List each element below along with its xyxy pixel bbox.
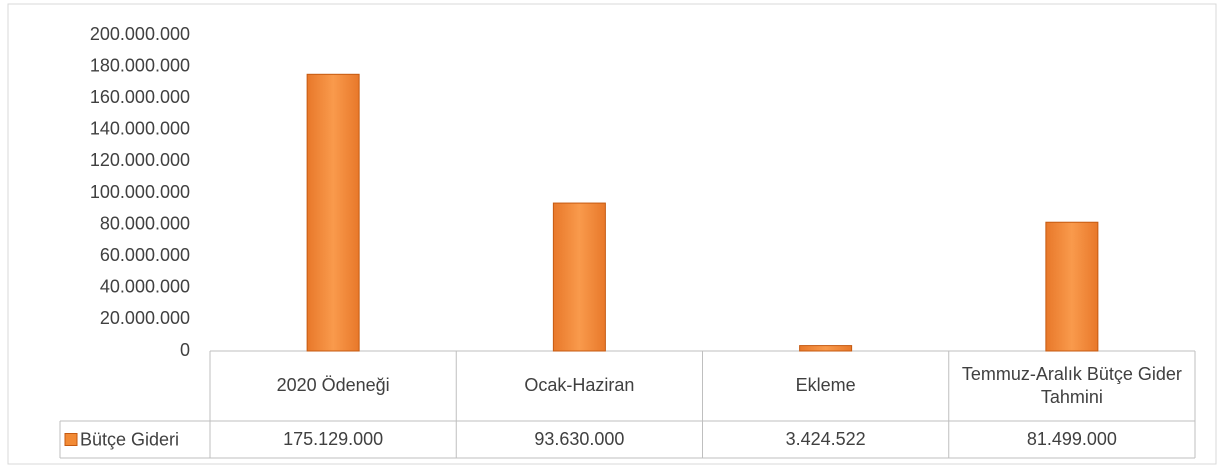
data-label-box: 93.630.000 xyxy=(534,428,625,449)
y-tick-label: 0 xyxy=(180,340,190,360)
data-label: 81.499.000 xyxy=(1026,428,1117,449)
x-category-label-box: Ocak-Haziran xyxy=(524,375,635,396)
bar xyxy=(306,73,360,352)
y-tick-label: 80.000.000 xyxy=(100,213,190,233)
x-category-label-box: 2020 Ödeneği xyxy=(276,375,390,396)
data-label-box: 175.129.000 xyxy=(283,428,384,449)
bar xyxy=(799,345,853,352)
x-category-label: Ocak-Haziran xyxy=(524,375,635,396)
y-tick-label: 200.000.000 xyxy=(90,24,190,44)
data-label-box: 81.499.000 xyxy=(1026,428,1117,449)
legend-label: Bütçe Gideri xyxy=(80,429,179,449)
y-tick-label: 60.000.000 xyxy=(100,245,190,265)
chart-frame xyxy=(7,3,1217,465)
y-tick-label: 120.000.000 xyxy=(90,150,190,170)
data-label-box: 3.424.522 xyxy=(785,428,866,449)
y-tick-label: 180.000.000 xyxy=(90,55,190,75)
legend-marker xyxy=(64,433,78,446)
y-tick-label: 140.000.000 xyxy=(90,119,190,139)
x-category-label-box: Temmuz-Aralık Bütçe Gider Tahmini xyxy=(961,363,1182,407)
x-category-label: Temmuz-Aralık Bütçe Gider Tahmini xyxy=(961,363,1182,407)
bar xyxy=(552,202,606,352)
data-label: 175.129.000 xyxy=(283,428,384,449)
y-tick-label: 160.000.000 xyxy=(90,87,190,107)
y-tick-label: 100.000.000 xyxy=(90,182,190,202)
x-category-label-box: Ekleme xyxy=(795,375,856,396)
y-tick-label: 20.000.000 xyxy=(100,308,190,328)
x-category-label: Ekleme xyxy=(795,375,856,396)
data-label: 93.630.000 xyxy=(534,428,625,449)
y-tick-label: 40.000.000 xyxy=(100,277,190,297)
data-label: 3.424.522 xyxy=(785,428,866,449)
x-category-label: 2020 Ödeneği xyxy=(276,375,390,396)
bar xyxy=(1045,221,1099,352)
